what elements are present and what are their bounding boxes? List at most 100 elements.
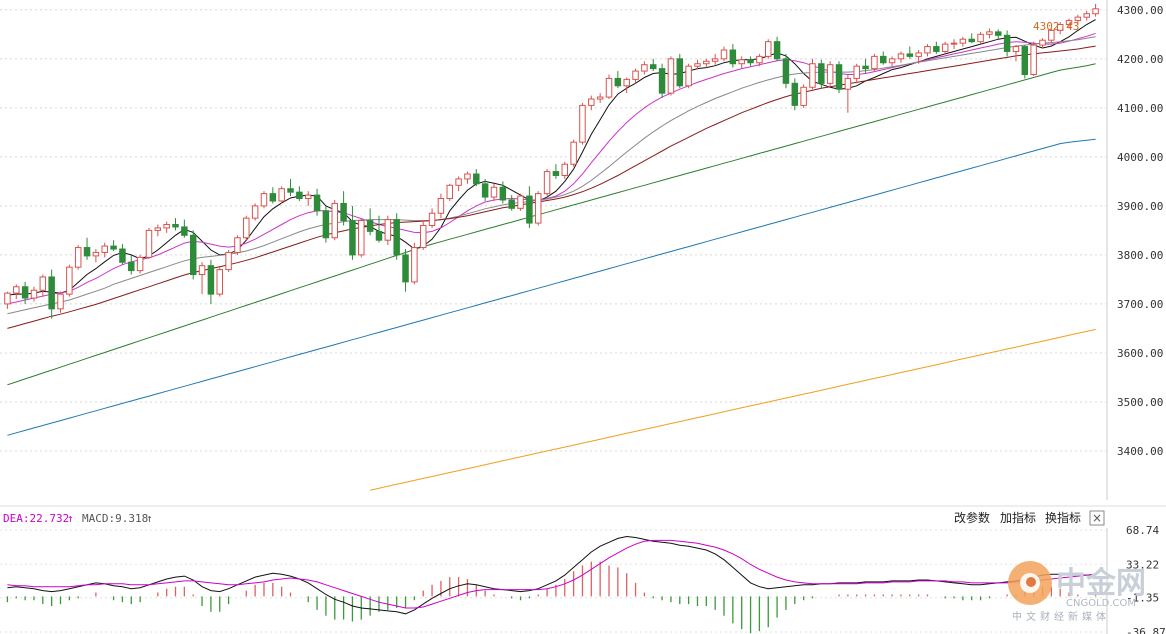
candle-body — [968, 38, 975, 43]
candle-body — [1056, 24, 1064, 31]
candle-body — [181, 226, 188, 236]
candle — [1065, 18, 1073, 29]
candle — [92, 249, 100, 263]
macd-tick-label: 33.22 — [1126, 558, 1159, 571]
candle-body — [437, 198, 445, 214]
last-price-label: 4302.43 — [1033, 20, 1079, 33]
candle — [844, 74, 852, 113]
candle-body — [66, 266, 73, 295]
switch-indicator-button[interactable]: 换指标 — [1045, 510, 1081, 525]
candle — [826, 61, 834, 86]
candle-body — [499, 186, 507, 201]
candle-body — [340, 202, 347, 222]
candle-body — [198, 265, 206, 276]
indicator-toolbar: 改参数 加指标 换指标 × — [954, 510, 1105, 526]
candle — [1003, 30, 1011, 57]
macd-tick-label: 68.74 — [1126, 524, 1159, 537]
candle-body — [658, 68, 666, 94]
candle — [39, 274, 47, 297]
candle-body — [667, 58, 675, 94]
candle-body — [322, 210, 330, 239]
candle — [1083, 10, 1090, 21]
candle-body — [172, 224, 179, 228]
candle — [349, 205, 356, 260]
price-tick-label: 4100.00 — [1117, 102, 1163, 115]
macd-panel: DEA:22.732 ↑ MACD:9.318 ↑ 改参数 加指标 换指标 × … — [0, 510, 1166, 634]
candle-body — [605, 77, 613, 98]
candle — [924, 44, 931, 57]
macd-tick-label: -1.35 — [1126, 592, 1159, 605]
candle-body — [349, 220, 356, 256]
macd-tick-label: -36.87 — [1126, 626, 1166, 634]
candle-body — [915, 52, 922, 57]
candle — [711, 53, 719, 65]
candle-body — [1092, 8, 1099, 15]
candle — [977, 31, 984, 45]
candle — [756, 53, 763, 67]
candle — [304, 191, 312, 206]
candle — [605, 74, 613, 100]
candle — [243, 215, 250, 241]
candle-body — [189, 234, 197, 276]
candle — [207, 259, 215, 304]
candle-body — [1021, 46, 1029, 76]
candle-body — [74, 247, 82, 268]
candle — [517, 193, 524, 211]
candle — [552, 164, 560, 179]
candle — [340, 191, 347, 226]
candle — [950, 39, 958, 50]
candle — [411, 242, 418, 285]
candle-body — [747, 59, 754, 64]
candle-body — [216, 269, 223, 295]
candle-body — [933, 46, 940, 52]
add-indicator-button[interactable]: 加指标 — [1000, 510, 1036, 525]
price-tick-label: 3700.00 — [1117, 298, 1163, 311]
candle — [287, 178, 294, 197]
candle-body — [296, 191, 303, 200]
candle-body — [313, 194, 321, 212]
candle-body — [260, 193, 268, 207]
candle-body — [154, 227, 162, 231]
candle — [446, 183, 454, 201]
candle — [658, 63, 666, 99]
candle-body — [862, 65, 869, 70]
candle — [189, 230, 197, 280]
candle-body — [481, 183, 489, 198]
edit-params-button[interactable]: 改参数 — [954, 510, 990, 525]
close-box — [1089, 510, 1105, 526]
candle-body — [473, 173, 480, 185]
candle-body — [782, 58, 790, 84]
candle — [234, 235, 241, 255]
candle — [747, 56, 754, 67]
candle-body — [641, 64, 648, 72]
candle — [128, 254, 135, 275]
candle — [1030, 41, 1037, 76]
dea-arrow-icon: ↑ — [67, 512, 74, 525]
candle-body — [384, 219, 392, 241]
close-indicator-button[interactable]: × — [1089, 510, 1105, 526]
candle — [1074, 14, 1082, 25]
candle — [428, 208, 436, 228]
candle-body — [21, 286, 29, 299]
candle — [455, 176, 462, 192]
candle — [473, 169, 480, 187]
candle — [835, 61, 843, 94]
candle-body — [995, 31, 1002, 36]
ma-line-4 — [7, 45, 1096, 329]
candle — [57, 291, 64, 313]
candle — [906, 46, 914, 59]
candle-body — [765, 41, 772, 57]
candle — [588, 95, 595, 111]
candle — [703, 58, 710, 68]
candle-body — [959, 38, 967, 44]
watermark-sub-text: CNGOLD.COM — [1066, 598, 1136, 609]
candle-body — [694, 63, 701, 67]
candle — [313, 188, 321, 216]
candle — [526, 186, 533, 228]
candle — [649, 58, 657, 72]
candle-body — [791, 82, 799, 106]
candle — [499, 181, 507, 204]
price-tick-label: 4200.00 — [1117, 53, 1163, 66]
candle-body — [897, 53, 905, 60]
candle — [915, 50, 922, 64]
